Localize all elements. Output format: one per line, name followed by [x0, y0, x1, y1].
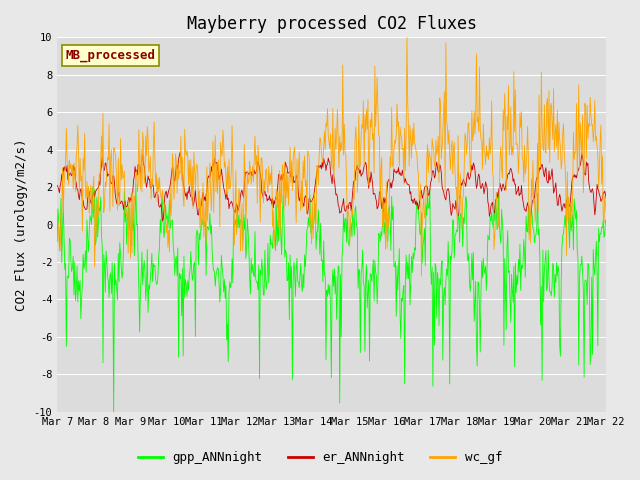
er_ANNnight — [177, 155, 185, 160]
wc_gf — [399, 147, 406, 153]
gpp_ANNnight — [120, 189, 128, 194]
wc_gf — [418, 273, 426, 279]
er_ANNnight — [63, 163, 71, 168]
wc_gf — [602, 210, 610, 216]
wc_gf — [415, 198, 423, 204]
er_ANNnight — [176, 149, 184, 155]
wc_gf — [120, 174, 127, 180]
Legend: gpp_ANNnight, er_ANNnight, wc_gf: gpp_ANNnight, er_ANNnight, wc_gf — [132, 446, 508, 469]
gpp_ANNnight — [416, 231, 424, 237]
Line: er_ANNnight: er_ANNnight — [57, 152, 606, 221]
er_ANNnight — [159, 218, 166, 224]
wc_gf — [205, 196, 212, 202]
er_ANNnight — [53, 182, 61, 188]
gpp_ANNnight — [53, 239, 61, 244]
Y-axis label: CO2 Flux (urology/m2/s): CO2 Flux (urology/m2/s) — [15, 138, 28, 311]
gpp_ANNnight — [110, 409, 118, 415]
wc_gf — [63, 157, 71, 163]
gpp_ANNnight — [400, 283, 408, 288]
Title: Mayberry processed CO2 Fluxes: Mayberry processed CO2 Fluxes — [187, 15, 477, 33]
Text: MB_processed: MB_processed — [65, 48, 156, 62]
gpp_ANNnight — [206, 211, 214, 216]
wc_gf — [175, 168, 183, 174]
er_ANNnight — [400, 174, 408, 180]
gpp_ANNnight — [177, 272, 185, 277]
Line: wc_gf: wc_gf — [57, 37, 606, 276]
er_ANNnight — [416, 194, 424, 200]
er_ANNnight — [206, 174, 214, 180]
wc_gf — [403, 35, 411, 40]
wc_gf — [53, 223, 61, 228]
gpp_ANNnight — [602, 219, 610, 225]
er_ANNnight — [602, 196, 610, 202]
Line: gpp_ANNnight: gpp_ANNnight — [57, 184, 606, 412]
er_ANNnight — [120, 207, 127, 213]
gpp_ANNnight — [63, 274, 71, 280]
gpp_ANNnight — [132, 181, 140, 187]
